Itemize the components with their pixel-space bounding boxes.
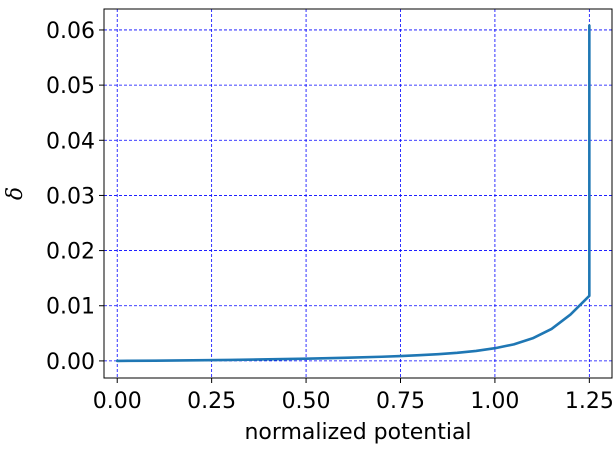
x-tick-label: 0.00 [93, 389, 142, 414]
y-tick-label: 0.00 [46, 350, 95, 375]
x-tick-label: 1.00 [470, 389, 519, 414]
series-line [115, 24, 591, 363]
series-layer [115, 24, 591, 363]
x-tick-label: 0.75 [376, 389, 425, 414]
y-axis-label: δ [3, 187, 28, 200]
y-tick-label: 0.03 [46, 184, 95, 209]
y-tick-label: 0.02 [46, 240, 95, 265]
y-tick-label: 0.06 [46, 19, 95, 44]
x-tick-label: 0.25 [187, 389, 236, 414]
y-tick-label: 0.04 [46, 129, 95, 154]
x-tick-label: 0.50 [282, 389, 331, 414]
x-axis-ticks: 0.00 0.25 0.50 0.75 1.00 1.25 [93, 378, 614, 414]
x-axis-label: normalized potential [244, 420, 471, 445]
y-tick-label: 0.01 [46, 295, 95, 320]
y-tick-label: 0.05 [46, 74, 95, 99]
y-axis-ticks: 0.00 0.01 0.02 0.03 0.04 0.05 0.06 [46, 19, 104, 375]
x-tick-label: 1.25 [565, 389, 614, 414]
plot-frame [103, 8, 613, 379]
grid [104, 9, 612, 378]
